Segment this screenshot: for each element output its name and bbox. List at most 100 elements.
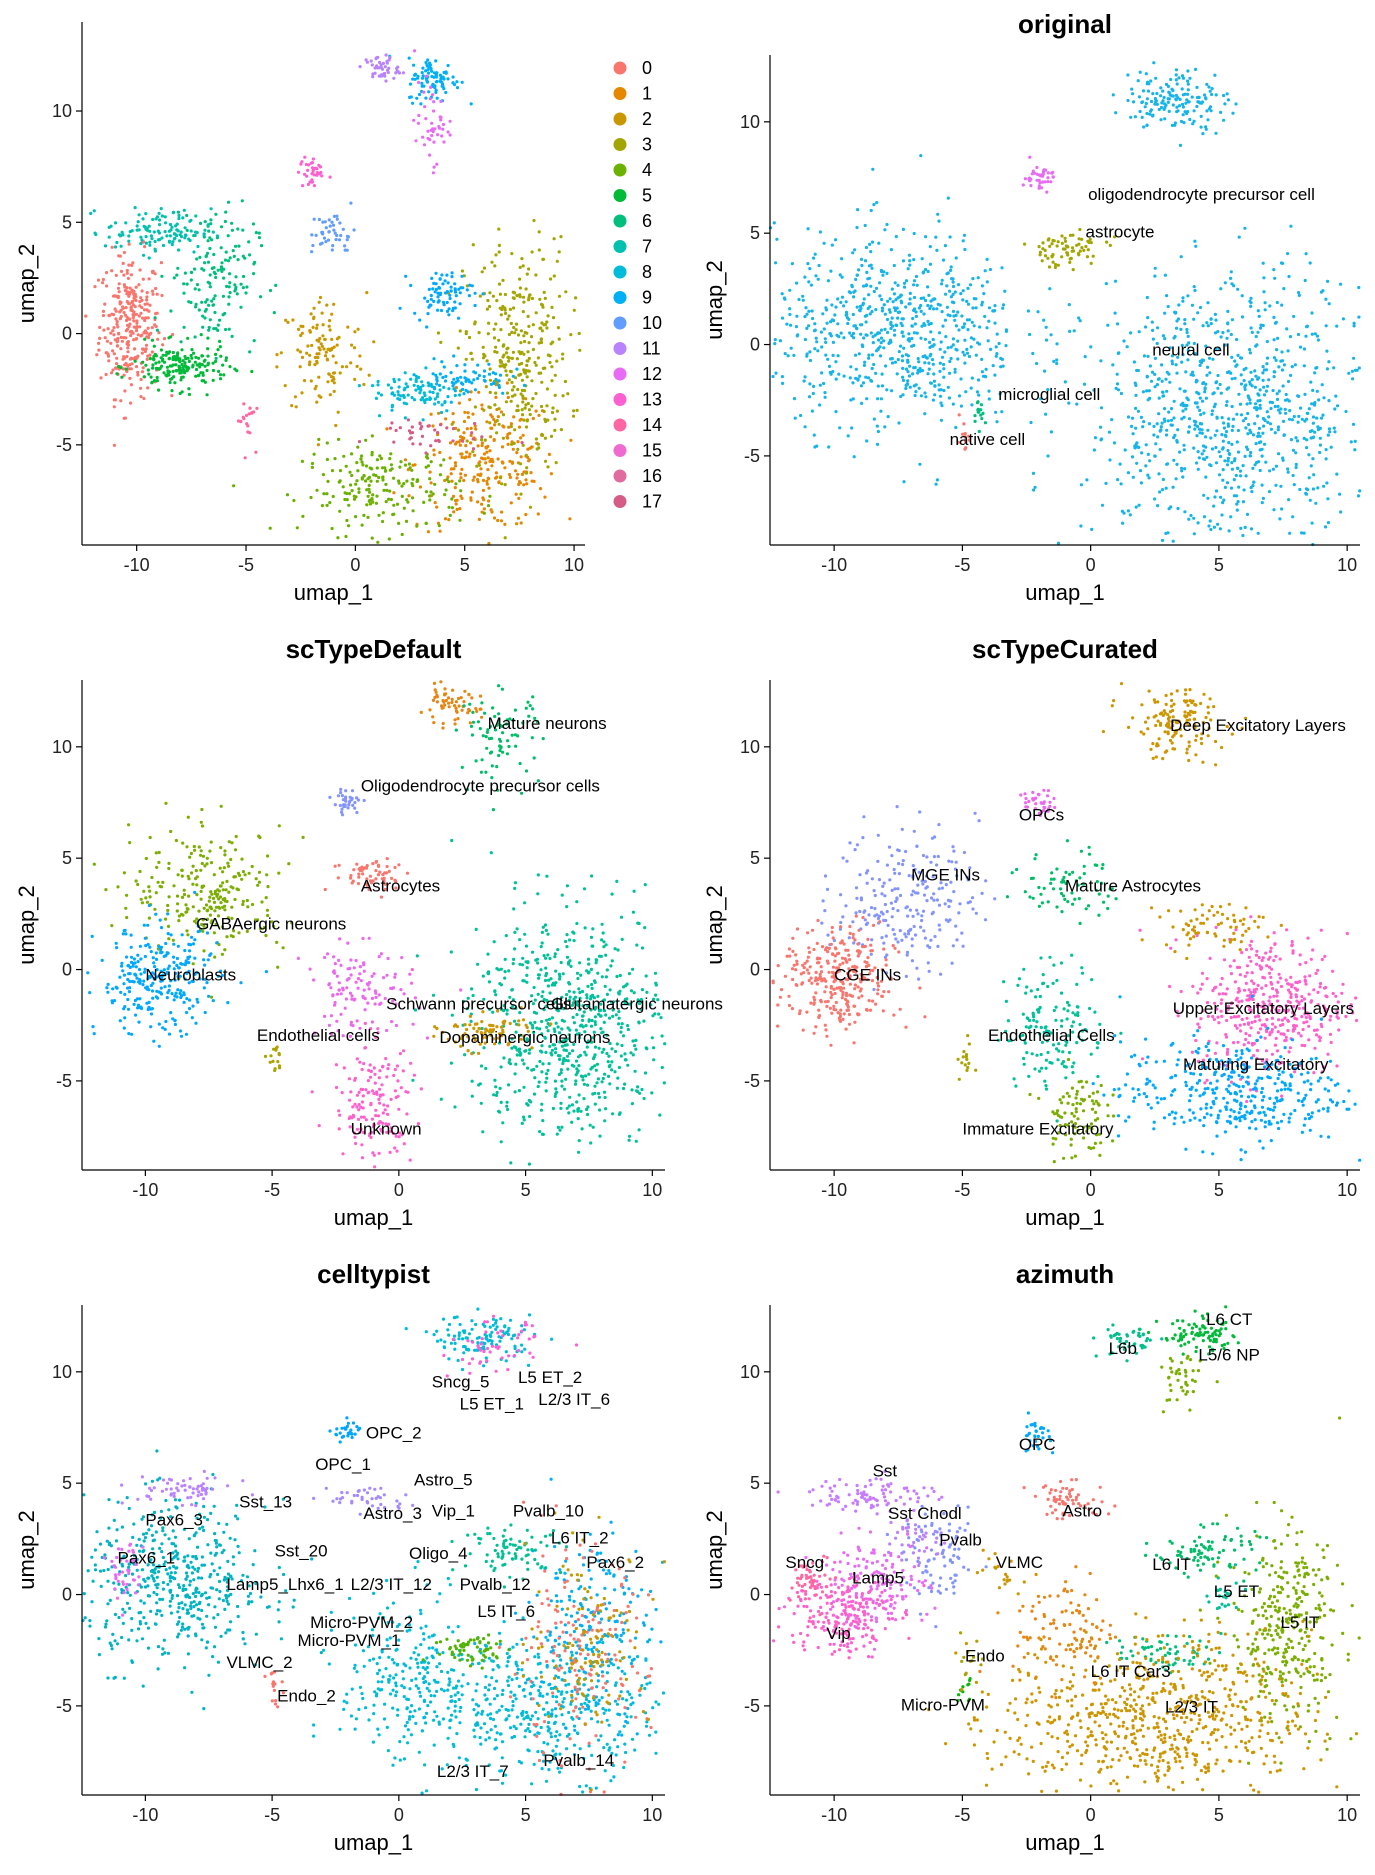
data-point [214, 359, 218, 363]
data-point [465, 787, 469, 792]
data-point [919, 154, 923, 158]
data-point [994, 410, 998, 414]
data-point [864, 375, 868, 379]
data-point [320, 504, 324, 508]
data-point [1341, 317, 1345, 321]
data-point [812, 384, 816, 388]
data-point [442, 77, 446, 81]
data-point [129, 329, 134, 333]
data-point [113, 245, 118, 249]
data-point [1285, 327, 1289, 331]
data-point [546, 314, 550, 318]
data-point [175, 894, 180, 898]
data-point [202, 906, 206, 910]
data-point [325, 492, 329, 496]
data-point [846, 434, 850, 438]
data-point [871, 167, 875, 171]
data-point [1268, 304, 1272, 308]
data-point [438, 529, 442, 533]
data-point [363, 1008, 367, 1012]
data-point [1145, 295, 1149, 300]
data-point [1114, 386, 1118, 390]
legend-swatch [613, 112, 627, 126]
data-point [167, 964, 171, 968]
data-point [110, 245, 114, 249]
data-point [1119, 391, 1123, 396]
data-point [1237, 485, 1241, 489]
legend-label: 12 [642, 364, 662, 384]
data-point [482, 374, 486, 379]
data-point [147, 309, 151, 313]
data-point [1148, 364, 1152, 368]
data-point [467, 294, 471, 298]
data-point [146, 942, 150, 947]
data-point [438, 73, 442, 77]
data-point [834, 360, 838, 364]
data-point [164, 941, 168, 946]
data-point [1236, 428, 1240, 433]
data-point [441, 282, 445, 286]
data-point [312, 316, 316, 321]
data-point [205, 862, 209, 866]
data-point [402, 506, 406, 510]
data-point [936, 212, 940, 216]
data-point [389, 463, 393, 467]
data-point [1195, 434, 1199, 438]
data-point [870, 366, 874, 371]
data-point [435, 693, 439, 698]
data-point [1164, 486, 1168, 490]
cluster-1 [454, 684, 545, 812]
data-point [187, 894, 191, 898]
data-point [1212, 525, 1216, 529]
data-point [1043, 254, 1048, 258]
data-point [295, 526, 299, 530]
data-point [422, 84, 426, 88]
data-point [307, 363, 312, 367]
data-point [243, 873, 247, 877]
data-point [487, 486, 491, 490]
data-point [1115, 322, 1120, 326]
data-point [1035, 361, 1039, 366]
data-point [241, 286, 245, 290]
data-point [184, 910, 188, 914]
data-point [364, 882, 368, 886]
data-point [927, 322, 931, 326]
data-point [193, 938, 197, 942]
data-point [503, 536, 507, 540]
data-point [212, 931, 216, 935]
data-point [1307, 453, 1311, 457]
data-point [1167, 507, 1171, 511]
data-point [1116, 388, 1121, 392]
data-point [413, 77, 417, 81]
data-point [451, 412, 455, 416]
data-point [450, 380, 454, 385]
data-point [1253, 369, 1257, 373]
data-point [816, 349, 820, 353]
data-point [480, 270, 484, 274]
cluster-10 [412, 354, 527, 404]
data-point [1174, 98, 1178, 102]
data-point [931, 337, 935, 342]
data-point [1239, 413, 1244, 417]
data-point [336, 410, 340, 414]
data-point [212, 900, 217, 905]
data-point [814, 274, 818, 278]
data-point [153, 379, 157, 383]
data-point [1161, 394, 1165, 398]
data-point [175, 222, 179, 226]
data-point [480, 443, 484, 448]
data-point [349, 874, 353, 878]
data-point [331, 223, 336, 227]
data-point [524, 706, 528, 710]
data-point [1051, 170, 1055, 174]
data-point [503, 365, 507, 369]
data-point [512, 385, 516, 389]
data-point [374, 859, 378, 864]
data-point [454, 709, 458, 713]
data-point [469, 498, 473, 502]
data-point [195, 893, 199, 897]
data-point [412, 383, 416, 387]
data-point [214, 327, 218, 331]
data-point [1236, 466, 1240, 470]
data-point [332, 228, 336, 232]
